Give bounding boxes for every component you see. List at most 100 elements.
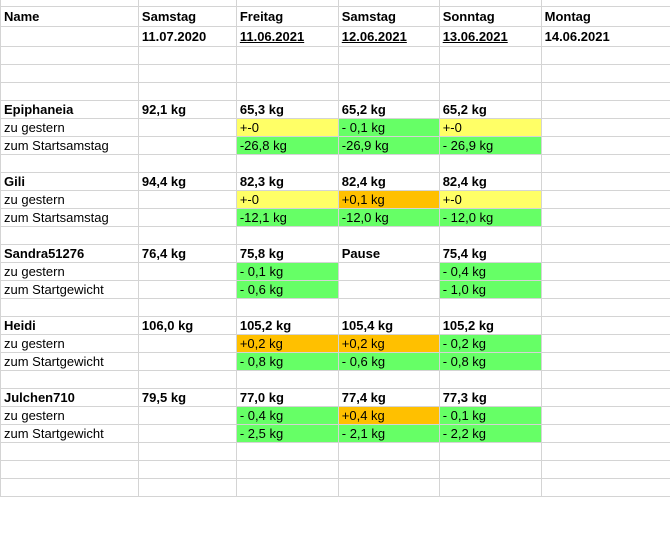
cell-r10-c4[interactable]: 82,4 kg xyxy=(439,172,542,191)
cell-r26-c3[interactable] xyxy=(338,460,440,479)
cell-r19-c0[interactable]: zu gestern xyxy=(0,334,139,353)
cell-r15-c2[interactable]: - 0,1 kg xyxy=(236,262,339,281)
cell-r10-c1[interactable]: 94,4 kg xyxy=(138,172,237,191)
cell-r5-c0[interactable] xyxy=(0,82,139,101)
cell-r18-c0[interactable]: Heidi xyxy=(0,316,139,335)
cell-r6-c0[interactable]: Epiphaneia xyxy=(0,100,139,119)
cell-r8-c5[interactable] xyxy=(541,136,670,155)
cell-r18-c2[interactable]: 105,2 kg xyxy=(236,316,339,335)
cell-r7-c4[interactable]: +-0 xyxy=(439,118,542,137)
cell-r21-c0[interactable] xyxy=(0,370,139,389)
cell-r16-c2[interactable]: - 0,6 kg xyxy=(236,280,339,299)
cell-r1-c1[interactable]: Samstag xyxy=(138,6,237,27)
cell-r13-c2[interactable] xyxy=(236,226,339,245)
cell-r5-c4[interactable] xyxy=(439,82,542,101)
cell-r26-c0[interactable] xyxy=(0,460,139,479)
cell-r17-c2[interactable] xyxy=(236,298,339,317)
cell-r4-c1[interactable] xyxy=(138,64,237,83)
cell-r8-c3[interactable]: -26,9 kg xyxy=(338,136,440,155)
cell-r11-c0[interactable]: zu gestern xyxy=(0,190,139,209)
cell-r21-c2[interactable] xyxy=(236,370,339,389)
cell-r20-c3[interactable]: - 0,6 kg xyxy=(338,352,440,371)
cell-r11-c3[interactable]: +0,1 kg xyxy=(338,190,440,209)
cell-r24-c5[interactable] xyxy=(541,424,670,443)
cell-r14-c2[interactable]: 75,8 kg xyxy=(236,244,339,263)
cell-r20-c5[interactable] xyxy=(541,352,670,371)
cell-r16-c5[interactable] xyxy=(541,280,670,299)
cell-r17-c0[interactable] xyxy=(0,298,139,317)
cell-r12-c0[interactable]: zum Startsamstag xyxy=(0,208,139,227)
cell-r3-c5[interactable] xyxy=(541,46,670,65)
cell-r6-c1[interactable]: 92,1 kg xyxy=(138,100,237,119)
cell-r12-c1[interactable] xyxy=(138,208,237,227)
cell-r15-c0[interactable]: zu gestern xyxy=(0,262,139,281)
cell-r20-c1[interactable] xyxy=(138,352,237,371)
cell-r9-c4[interactable] xyxy=(439,154,542,173)
cell-r24-c4[interactable]: - 2,2 kg xyxy=(439,424,542,443)
cell-r17-c3[interactable] xyxy=(338,298,440,317)
cell-r22-c1[interactable]: 79,5 kg xyxy=(138,388,237,407)
cell-r14-c0[interactable]: Sandra51276 xyxy=(0,244,139,263)
cell-r2-c5[interactable]: 14.06.2021 xyxy=(541,26,670,47)
cell-r21-c5[interactable] xyxy=(541,370,670,389)
cell-r5-c2[interactable] xyxy=(236,82,339,101)
cell-r0-c0[interactable] xyxy=(0,0,139,7)
cell-r25-c4[interactable] xyxy=(439,442,542,461)
cell-r8-c4[interactable]: - 26,9 kg xyxy=(439,136,542,155)
cell-r16-c0[interactable]: zum Startgewicht xyxy=(0,280,139,299)
cell-r17-c5[interactable] xyxy=(541,298,670,317)
cell-r16-c3[interactable] xyxy=(338,280,440,299)
cell-r6-c3[interactable]: 65,2 kg xyxy=(338,100,440,119)
cell-r24-c1[interactable] xyxy=(138,424,237,443)
cell-r19-c3[interactable]: +0,2 kg xyxy=(338,334,440,353)
cell-r10-c0[interactable]: Gili xyxy=(0,172,139,191)
cell-r23-c5[interactable] xyxy=(541,406,670,425)
cell-r13-c1[interactable] xyxy=(138,226,237,245)
cell-r27-c1[interactable] xyxy=(138,478,237,497)
cell-r25-c5[interactable] xyxy=(541,442,670,461)
cell-r15-c3[interactable] xyxy=(338,262,440,281)
cell-r18-c1[interactable]: 106,0 kg xyxy=(138,316,237,335)
cell-r7-c2[interactable]: +-0 xyxy=(236,118,339,137)
cell-r18-c3[interactable]: 105,4 kg xyxy=(338,316,440,335)
cell-r12-c5[interactable] xyxy=(541,208,670,227)
cell-r26-c2[interactable] xyxy=(236,460,339,479)
cell-r2-c0[interactable] xyxy=(0,26,139,47)
cell-r25-c3[interactable] xyxy=(338,442,440,461)
cell-r22-c5[interactable] xyxy=(541,388,670,407)
cell-r27-c2[interactable] xyxy=(236,478,339,497)
cell-r23-c2[interactable]: - 0,4 kg xyxy=(236,406,339,425)
cell-r27-c3[interactable] xyxy=(338,478,440,497)
cell-r3-c1[interactable] xyxy=(138,46,237,65)
cell-r27-c4[interactable] xyxy=(439,478,542,497)
cell-r8-c2[interactable]: -26,8 kg xyxy=(236,136,339,155)
cell-r2-c2[interactable]: 11.06.2021 xyxy=(236,26,339,47)
cell-r21-c1[interactable] xyxy=(138,370,237,389)
cell-r17-c4[interactable] xyxy=(439,298,542,317)
cell-r19-c4[interactable]: - 0,2 kg xyxy=(439,334,542,353)
cell-r16-c4[interactable]: - 1,0 kg xyxy=(439,280,542,299)
cell-r7-c1[interactable] xyxy=(138,118,237,137)
cell-r21-c4[interactable] xyxy=(439,370,542,389)
cell-r12-c4[interactable]: - 12,0 kg xyxy=(439,208,542,227)
cell-r25-c2[interactable] xyxy=(236,442,339,461)
cell-r11-c4[interactable]: +-0 xyxy=(439,190,542,209)
cell-r19-c1[interactable] xyxy=(138,334,237,353)
cell-r9-c2[interactable] xyxy=(236,154,339,173)
cell-r7-c5[interactable] xyxy=(541,118,670,137)
cell-r26-c4[interactable] xyxy=(439,460,542,479)
cell-r0-c4[interactable] xyxy=(439,0,542,7)
cell-r27-c5[interactable] xyxy=(541,478,670,497)
cell-r22-c0[interactable]: Julchen710 xyxy=(0,388,139,407)
cell-r8-c0[interactable]: zum Startsamstag xyxy=(0,136,139,155)
cell-r22-c3[interactable]: 77,4 kg xyxy=(338,388,440,407)
cell-r9-c5[interactable] xyxy=(541,154,670,173)
cell-r2-c3[interactable]: 12.06.2021 xyxy=(338,26,440,47)
cell-r1-c0[interactable]: Name xyxy=(0,6,139,27)
cell-r1-c3[interactable]: Samstag xyxy=(338,6,440,27)
cell-r4-c4[interactable] xyxy=(439,64,542,83)
cell-r10-c3[interactable]: 82,4 kg xyxy=(338,172,440,191)
cell-r24-c0[interactable]: zum Startgewicht xyxy=(0,424,139,443)
cell-r18-c4[interactable]: 105,2 kg xyxy=(439,316,542,335)
cell-r20-c4[interactable]: - 0,8 kg xyxy=(439,352,542,371)
